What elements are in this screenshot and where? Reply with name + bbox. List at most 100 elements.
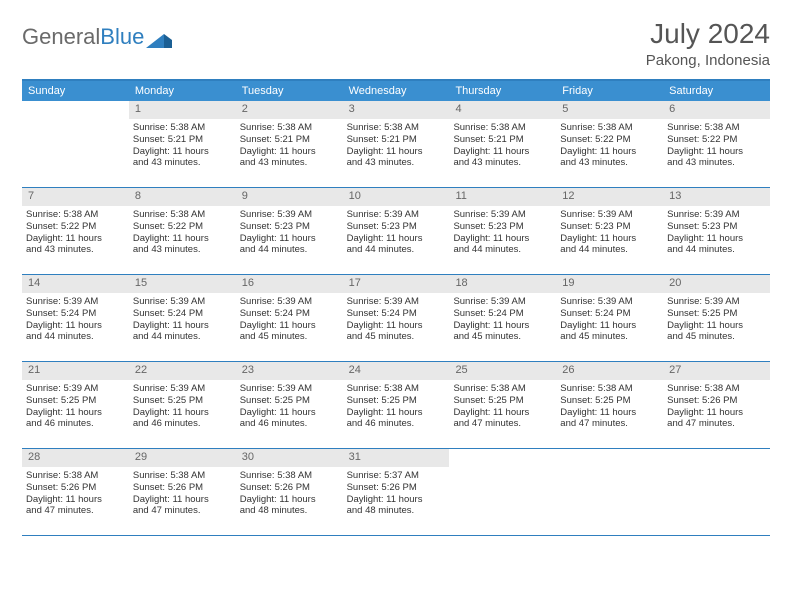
daylight-text-2: and 45 minutes. bbox=[347, 331, 446, 343]
day-number: 13 bbox=[663, 188, 770, 206]
daylight-text-2: and 45 minutes. bbox=[240, 331, 339, 343]
sunset-text: Sunset: 5:21 PM bbox=[453, 134, 552, 146]
daylight-text-1: Daylight: 11 hours bbox=[240, 494, 339, 506]
sunrise-text: Sunrise: 5:38 AM bbox=[560, 122, 659, 134]
sunset-text: Sunset: 5:26 PM bbox=[133, 482, 232, 494]
sunset-text: Sunset: 5:21 PM bbox=[347, 134, 446, 146]
day-number: 28 bbox=[22, 449, 129, 467]
sunset-text: Sunset: 5:24 PM bbox=[133, 308, 232, 320]
day-cell: 4 Sunrise: 5:38 AMSunset: 5:21 PMDaylight… bbox=[449, 101, 556, 187]
sunset-text: Sunset: 5:21 PM bbox=[240, 134, 339, 146]
sunrise-text: Sunrise: 5:39 AM bbox=[133, 296, 232, 308]
sunset-text: Sunset: 5:24 PM bbox=[453, 308, 552, 320]
sunrise-text: Sunrise: 5:39 AM bbox=[347, 296, 446, 308]
sunset-text: Sunset: 5:24 PM bbox=[26, 308, 125, 320]
day-cell: 25Sunrise: 5:38 AMSunset: 5:25 PMDayligh… bbox=[449, 362, 556, 448]
daylight-text-1: Daylight: 11 hours bbox=[347, 407, 446, 419]
daylight-text-2: and 45 minutes. bbox=[560, 331, 659, 343]
calendar-grid: SundayMondayTuesdayWednesdayThursdayFrid… bbox=[22, 79, 770, 536]
sunset-text: Sunset: 5:23 PM bbox=[667, 221, 766, 233]
day-header: Thursday bbox=[449, 81, 556, 101]
day-cell: 20Sunrise: 5:39 AMSunset: 5:25 PMDayligh… bbox=[663, 275, 770, 361]
sunset-text: Sunset: 5:26 PM bbox=[240, 482, 339, 494]
daylight-text-1: Daylight: 11 hours bbox=[453, 146, 552, 158]
daylight-text-2: and 47 minutes. bbox=[560, 418, 659, 430]
daylight-text-2: and 43 minutes. bbox=[240, 157, 339, 169]
day-number: 25 bbox=[449, 362, 556, 380]
daylight-text-2: and 46 minutes. bbox=[347, 418, 446, 430]
daylight-text-1: Daylight: 11 hours bbox=[667, 320, 766, 332]
daylight-text-1: Daylight: 11 hours bbox=[560, 407, 659, 419]
daylight-text-2: and 47 minutes. bbox=[667, 418, 766, 430]
sunrise-text: Sunrise: 5:38 AM bbox=[453, 383, 552, 395]
day-number: 15 bbox=[129, 275, 236, 293]
sunset-text: Sunset: 5:26 PM bbox=[26, 482, 125, 494]
sunrise-text: Sunrise: 5:39 AM bbox=[453, 296, 552, 308]
day-cell: 14Sunrise: 5:39 AMSunset: 5:24 PMDayligh… bbox=[22, 275, 129, 361]
day-cell: 29 Sunrise: 5:38 AMSunset: 5:26 PMDayligh… bbox=[129, 449, 236, 535]
sunset-text: Sunset: 5:22 PM bbox=[667, 134, 766, 146]
page-header: GeneralBlue July 2024 Pakong, Indonesia bbox=[22, 18, 770, 69]
daylight-text-1: Daylight: 11 hours bbox=[347, 320, 446, 332]
day-number: 14 bbox=[22, 275, 129, 293]
day-number: 8 bbox=[129, 188, 236, 206]
day-cell: 6Sunrise: 5:38 AMSunset: 5:22 PMDaylight… bbox=[663, 101, 770, 187]
day-number: 21 bbox=[22, 362, 129, 380]
sunrise-text: Sunrise: 5:38 AM bbox=[133, 470, 232, 482]
sunset-text: Sunset: 5:24 PM bbox=[240, 308, 339, 320]
daylight-text-1: Daylight: 11 hours bbox=[133, 494, 232, 506]
daylight-text-1: Daylight: 11 hours bbox=[667, 233, 766, 245]
daylight-text-2: and 44 minutes. bbox=[26, 331, 125, 343]
sunset-text: Sunset: 5:23 PM bbox=[240, 221, 339, 233]
sunset-text: Sunset: 5:25 PM bbox=[133, 395, 232, 407]
daylight-text-1: Daylight: 11 hours bbox=[347, 494, 446, 506]
day-cell-empty bbox=[22, 101, 129, 187]
weeks-container: 1Sunrise: 5:38 AMSunset: 5:21 PMDaylight… bbox=[22, 101, 770, 536]
day-number: 29 bbox=[129, 449, 236, 467]
day-header: Sunday bbox=[22, 81, 129, 101]
day-cell: 2Sunrise: 5:38 AMSunset: 5:21 PMDaylight… bbox=[236, 101, 343, 187]
sunrise-text: Sunrise: 5:38 AM bbox=[347, 122, 446, 134]
sunset-text: Sunset: 5:22 PM bbox=[560, 134, 659, 146]
day-number: 4 bbox=[449, 101, 556, 119]
daylight-text-1: Daylight: 11 hours bbox=[26, 233, 125, 245]
sunrise-text: Sunrise: 5:38 AM bbox=[453, 122, 552, 134]
day-header-row: SundayMondayTuesdayWednesdayThursdayFrid… bbox=[22, 81, 770, 101]
daylight-text-1: Daylight: 11 hours bbox=[26, 494, 125, 506]
daylight-text-1: Daylight: 11 hours bbox=[667, 407, 766, 419]
title-block: July 2024 Pakong, Indonesia bbox=[646, 18, 770, 69]
week-row: 7Sunrise: 5:38 AMSunset: 5:22 PMDaylight… bbox=[22, 188, 770, 275]
day-cell: 5Sunrise: 5:38 AMSunset: 5:22 PMDaylight… bbox=[556, 101, 663, 187]
day-header: Friday bbox=[556, 81, 663, 101]
sunrise-text: Sunrise: 5:39 AM bbox=[560, 296, 659, 308]
daylight-text-2: and 43 minutes. bbox=[26, 244, 125, 256]
sunset-text: Sunset: 5:23 PM bbox=[453, 221, 552, 233]
calendar-page: GeneralBlue July 2024 Pakong, Indonesia … bbox=[0, 0, 792, 546]
daylight-text-2: and 47 minutes. bbox=[453, 418, 552, 430]
day-header: Monday bbox=[129, 81, 236, 101]
sunrise-text: Sunrise: 5:39 AM bbox=[240, 296, 339, 308]
sunrise-text: Sunrise: 5:39 AM bbox=[26, 383, 125, 395]
week-row: 14Sunrise: 5:39 AMSunset: 5:24 PMDayligh… bbox=[22, 275, 770, 362]
daylight-text-1: Daylight: 11 hours bbox=[560, 233, 659, 245]
sunrise-text: Sunrise: 5:39 AM bbox=[133, 383, 232, 395]
day-number: 23 bbox=[236, 362, 343, 380]
sunrise-text: Sunrise: 5:38 AM bbox=[347, 383, 446, 395]
day-cell: 9Sunrise: 5:39 AMSunset: 5:23 PMDaylight… bbox=[236, 188, 343, 274]
daylight-text-2: and 44 minutes. bbox=[240, 244, 339, 256]
day-cell: 10Sunrise: 5:39 AMSunset: 5:23 PMDayligh… bbox=[343, 188, 450, 274]
day-number: 12 bbox=[556, 188, 663, 206]
sunrise-text: Sunrise: 5:38 AM bbox=[560, 383, 659, 395]
daylight-text-2: and 43 minutes. bbox=[133, 157, 232, 169]
day-header: Tuesday bbox=[236, 81, 343, 101]
sunrise-text: Sunrise: 5:38 AM bbox=[26, 470, 125, 482]
day-cell: 31Sunrise: 5:37 AMSunset: 5:26 PMDayligh… bbox=[343, 449, 450, 535]
sunset-text: Sunset: 5:23 PM bbox=[347, 221, 446, 233]
sunrise-text: Sunrise: 5:39 AM bbox=[667, 209, 766, 221]
day-number: 26 bbox=[556, 362, 663, 380]
daylight-text-1: Daylight: 11 hours bbox=[240, 233, 339, 245]
daylight-text-2: and 45 minutes. bbox=[667, 331, 766, 343]
sunset-text: Sunset: 5:25 PM bbox=[560, 395, 659, 407]
daylight-text-2: and 48 minutes. bbox=[347, 505, 446, 517]
daylight-text-2: and 43 minutes. bbox=[453, 157, 552, 169]
